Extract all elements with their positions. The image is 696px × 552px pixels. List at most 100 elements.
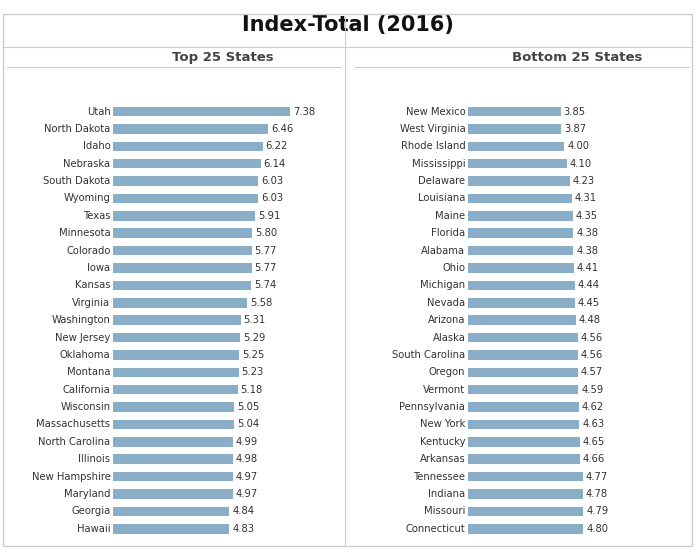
Text: 5.05: 5.05 xyxy=(237,402,260,412)
Text: Nevada: Nevada xyxy=(427,298,466,308)
Text: 4.10: 4.10 xyxy=(569,158,592,169)
FancyBboxPatch shape xyxy=(113,350,239,360)
Text: South Dakota: South Dakota xyxy=(43,176,111,186)
Text: New York: New York xyxy=(420,420,466,429)
Text: 4.62: 4.62 xyxy=(582,402,604,412)
Text: Mississippi: Mississippi xyxy=(412,158,466,169)
FancyBboxPatch shape xyxy=(468,333,578,342)
Text: 5.25: 5.25 xyxy=(242,350,264,360)
Text: 4.66: 4.66 xyxy=(583,454,606,464)
Text: 4.97: 4.97 xyxy=(235,489,258,499)
FancyBboxPatch shape xyxy=(468,246,574,256)
Text: California: California xyxy=(63,385,111,395)
FancyBboxPatch shape xyxy=(468,211,573,221)
Text: 4.38: 4.38 xyxy=(576,246,599,256)
Text: Bottom 25 States: Bottom 25 States xyxy=(512,51,643,65)
Text: 4.78: 4.78 xyxy=(586,489,608,499)
Text: 4.80: 4.80 xyxy=(586,524,608,534)
Text: Colorado: Colorado xyxy=(66,246,111,256)
FancyBboxPatch shape xyxy=(468,368,578,377)
FancyBboxPatch shape xyxy=(113,124,269,134)
FancyBboxPatch shape xyxy=(113,472,232,481)
FancyBboxPatch shape xyxy=(113,454,232,464)
Text: Massachusetts: Massachusetts xyxy=(36,420,111,429)
Text: Alaska: Alaska xyxy=(432,332,466,343)
Text: 5.31: 5.31 xyxy=(244,315,266,325)
Text: Maine: Maine xyxy=(435,211,466,221)
Text: New Hampshire: New Hampshire xyxy=(31,471,111,482)
Text: 5.77: 5.77 xyxy=(255,263,277,273)
Text: Minnesota: Minnesota xyxy=(58,228,111,238)
FancyBboxPatch shape xyxy=(113,211,255,221)
FancyBboxPatch shape xyxy=(113,194,258,203)
FancyBboxPatch shape xyxy=(468,315,576,325)
Text: 4.41: 4.41 xyxy=(577,263,599,273)
Text: Florida: Florida xyxy=(432,228,466,238)
Text: Arizona: Arizona xyxy=(428,315,466,325)
Text: 6.46: 6.46 xyxy=(271,124,294,134)
Text: 5.18: 5.18 xyxy=(241,385,262,395)
Text: Ohio: Ohio xyxy=(443,263,466,273)
Text: New Jersey: New Jersey xyxy=(55,332,111,343)
Text: Utah: Utah xyxy=(86,107,111,116)
FancyBboxPatch shape xyxy=(468,176,570,186)
FancyBboxPatch shape xyxy=(113,141,262,151)
Text: Wyoming: Wyoming xyxy=(63,193,111,204)
Text: 4.56: 4.56 xyxy=(580,350,603,360)
Text: 4.57: 4.57 xyxy=(580,367,603,378)
Text: 5.77: 5.77 xyxy=(255,246,277,256)
FancyBboxPatch shape xyxy=(468,298,575,307)
FancyBboxPatch shape xyxy=(113,385,237,395)
Text: Pennsylvania: Pennsylvania xyxy=(400,402,466,412)
Text: 4.45: 4.45 xyxy=(578,298,600,308)
FancyBboxPatch shape xyxy=(113,263,252,273)
FancyBboxPatch shape xyxy=(468,229,574,238)
FancyBboxPatch shape xyxy=(468,437,580,447)
FancyBboxPatch shape xyxy=(468,524,583,534)
Text: 4.84: 4.84 xyxy=(232,506,254,517)
Text: Delaware: Delaware xyxy=(418,176,466,186)
Text: 4.38: 4.38 xyxy=(576,228,599,238)
FancyBboxPatch shape xyxy=(113,159,260,168)
Text: West Virginia: West Virginia xyxy=(400,124,466,134)
FancyBboxPatch shape xyxy=(468,454,580,464)
FancyBboxPatch shape xyxy=(468,507,583,516)
Text: Top 25 States: Top 25 States xyxy=(172,51,274,65)
FancyBboxPatch shape xyxy=(113,333,240,342)
Text: 3.85: 3.85 xyxy=(564,107,585,116)
FancyBboxPatch shape xyxy=(468,194,571,203)
FancyBboxPatch shape xyxy=(468,263,574,273)
Text: 4.77: 4.77 xyxy=(585,471,608,482)
FancyBboxPatch shape xyxy=(113,246,252,256)
Text: Wisconsin: Wisconsin xyxy=(61,402,111,412)
Text: South Carolina: South Carolina xyxy=(393,350,466,360)
Text: 5.04: 5.04 xyxy=(237,420,259,429)
Text: Montana: Montana xyxy=(67,367,111,378)
Text: 4.44: 4.44 xyxy=(578,280,600,290)
Text: Nebraska: Nebraska xyxy=(63,158,111,169)
Text: Louisiana: Louisiana xyxy=(418,193,466,204)
FancyBboxPatch shape xyxy=(113,176,258,186)
FancyBboxPatch shape xyxy=(113,280,251,290)
Text: North Dakota: North Dakota xyxy=(44,124,111,134)
Text: Index-Total (2016): Index-Total (2016) xyxy=(242,15,454,35)
FancyBboxPatch shape xyxy=(113,315,241,325)
Text: 5.74: 5.74 xyxy=(254,280,276,290)
FancyBboxPatch shape xyxy=(113,420,235,429)
Text: 4.48: 4.48 xyxy=(578,315,601,325)
Text: Kentucky: Kentucky xyxy=(420,437,466,447)
Text: 4.00: 4.00 xyxy=(567,141,589,151)
FancyBboxPatch shape xyxy=(113,524,229,534)
Text: 4.83: 4.83 xyxy=(232,524,254,534)
Text: 5.91: 5.91 xyxy=(258,211,280,221)
FancyBboxPatch shape xyxy=(113,107,290,116)
FancyBboxPatch shape xyxy=(468,489,583,499)
Text: 4.98: 4.98 xyxy=(236,454,258,464)
FancyBboxPatch shape xyxy=(113,402,235,412)
FancyBboxPatch shape xyxy=(113,437,233,447)
Text: Connecticut: Connecticut xyxy=(406,524,466,534)
FancyBboxPatch shape xyxy=(468,472,583,481)
Text: 4.99: 4.99 xyxy=(236,437,258,447)
Text: 3.87: 3.87 xyxy=(564,124,586,134)
FancyBboxPatch shape xyxy=(468,280,575,290)
